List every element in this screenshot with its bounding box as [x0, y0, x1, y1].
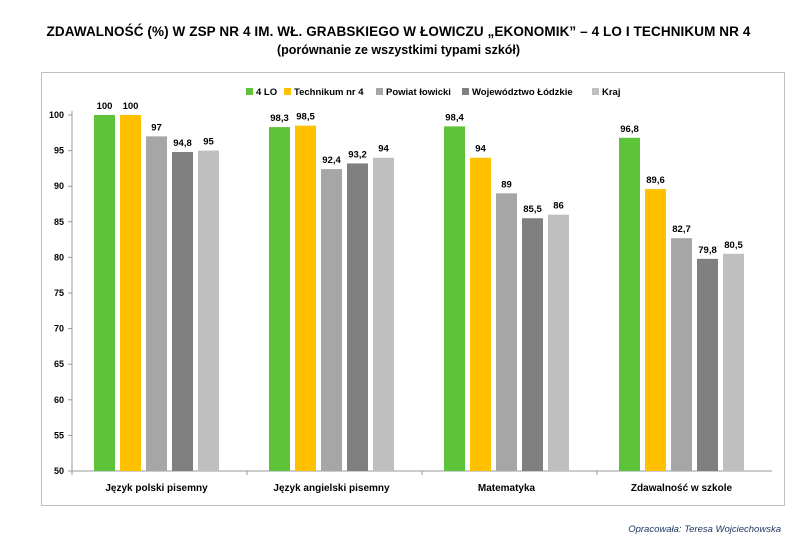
bar	[347, 163, 368, 471]
bar	[120, 115, 141, 471]
y-tick-label: 55	[54, 430, 64, 440]
data-label: 89	[501, 179, 512, 190]
bar	[619, 137, 640, 471]
bar	[522, 218, 543, 471]
data-label: 89,6	[646, 175, 665, 186]
legend-swatch	[246, 88, 253, 95]
data-label: 94	[475, 144, 486, 155]
y-tick-label: 65	[54, 359, 64, 369]
legend-swatch	[284, 88, 291, 95]
bar	[470, 157, 491, 471]
data-label: 100	[97, 101, 113, 112]
legend-label: Powiat łowicki	[386, 87, 451, 98]
author-credit: Opracowała: Teresa Wojciechowska	[628, 524, 781, 535]
bar	[94, 115, 115, 471]
bar	[321, 169, 342, 471]
data-label: 79,8	[698, 245, 717, 256]
data-label: 85,5	[523, 204, 542, 215]
data-label: 94	[378, 144, 389, 155]
bar	[697, 258, 718, 471]
data-label: 86	[553, 201, 564, 212]
data-label: 92,4	[322, 155, 341, 166]
data-label: 94,8	[173, 138, 192, 149]
bar	[172, 152, 193, 472]
y-tick-label: 100	[49, 110, 64, 120]
legend-label: Kraj	[602, 87, 620, 98]
chart-subtitle: (porównanie ze wszystkimi typami szkół)	[276, 43, 521, 57]
data-label: 97	[151, 122, 162, 133]
bar	[146, 136, 167, 472]
y-tick-label: 80	[54, 252, 64, 262]
legend-swatch	[376, 88, 383, 95]
bar	[373, 157, 394, 471]
legend-label: Województwo Łódzkie	[472, 87, 573, 98]
data-label: 100	[123, 101, 139, 112]
y-tick-label: 90	[54, 181, 64, 191]
chart-title: ZDAWALNOŚĆ (%) W ZSP NR 4 IM. WŁ. GRABSK…	[46, 24, 751, 39]
legend-swatch	[462, 88, 469, 95]
data-label: 96,8	[620, 124, 639, 135]
data-label: 98,5	[296, 112, 315, 123]
chart-frame	[41, 72, 785, 506]
y-tick-label: 50	[54, 466, 64, 476]
bar	[645, 189, 666, 471]
y-tick-label: 70	[54, 324, 64, 334]
x-category-label: Zdawalność w szkole	[631, 483, 733, 494]
y-tick-label: 60	[54, 395, 64, 405]
legend-label: Technikum nr 4	[294, 87, 364, 98]
x-category-label: Język angielski pisemny	[273, 483, 390, 494]
bar	[444, 126, 465, 471]
data-label: 98,3	[270, 113, 289, 124]
bar	[295, 125, 316, 472]
data-label: 93,2	[348, 149, 367, 160]
bar	[269, 127, 290, 471]
y-tick-label: 75	[54, 288, 64, 298]
legend-label: 4 LO	[256, 87, 277, 98]
legend-swatch	[592, 88, 599, 95]
y-tick-label: 95	[54, 146, 64, 156]
x-category-label: Język polski pisemny	[105, 483, 208, 494]
data-label: 80,5	[724, 240, 743, 251]
bar	[198, 150, 219, 471]
bar	[723, 253, 744, 471]
bar	[548, 214, 569, 471]
data-label: 98,4	[445, 112, 464, 123]
data-label: 82,7	[672, 224, 691, 235]
bar	[496, 193, 517, 471]
bar	[671, 238, 692, 471]
x-category-label: Matematyka	[478, 483, 536, 494]
y-tick-label: 85	[54, 217, 64, 227]
data-label: 95	[203, 137, 214, 148]
